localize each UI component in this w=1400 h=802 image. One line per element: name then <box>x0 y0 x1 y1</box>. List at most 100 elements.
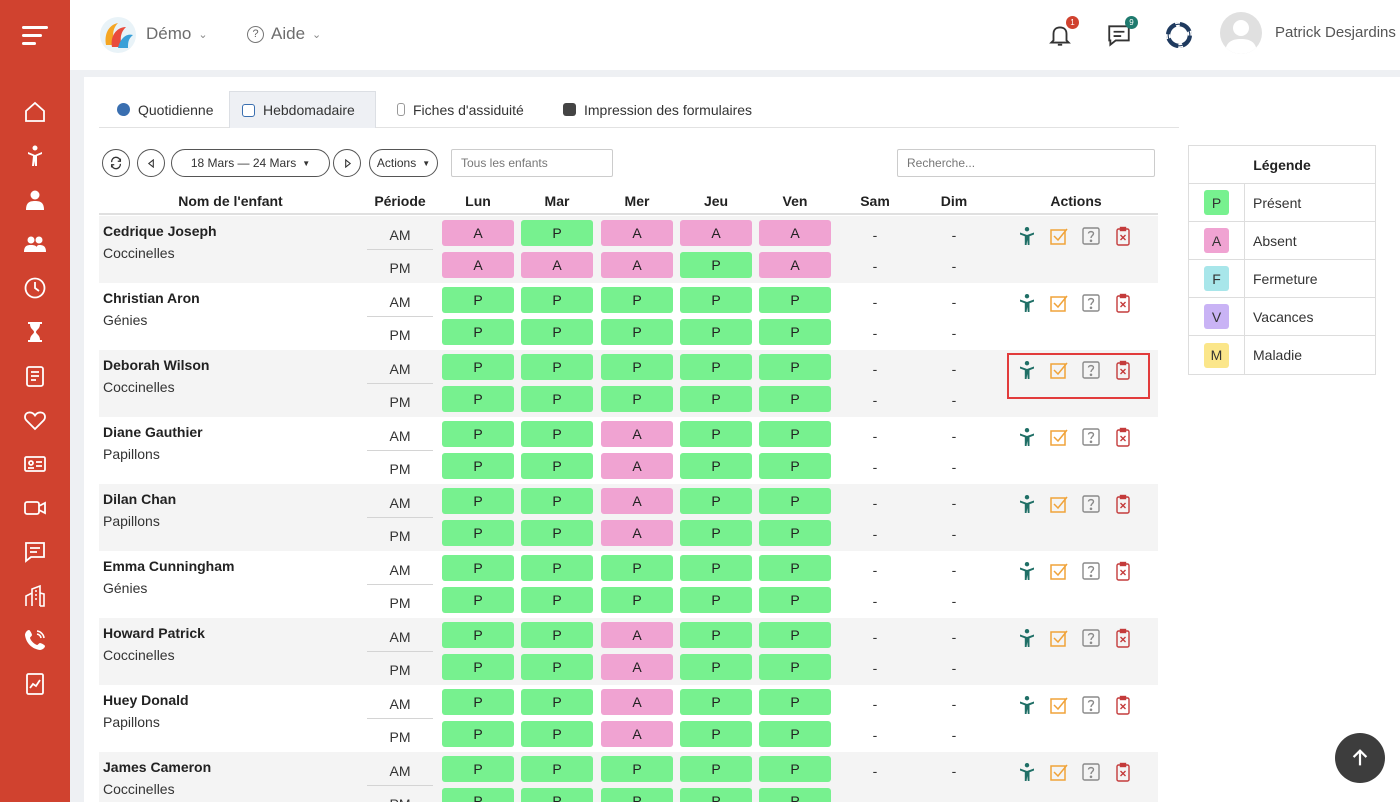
confirm-button[interactable] <box>1049 494 1069 514</box>
mark-absent-button[interactable] <box>1113 293 1133 313</box>
mark-absent-button[interactable] <box>1113 226 1133 246</box>
unknown-status-button[interactable] <box>1081 695 1101 715</box>
attendance-cell[interactable]: P <box>521 453 593 479</box>
logo-icon[interactable] <box>98 15 138 55</box>
attendance-cell[interactable]: P <box>680 287 752 313</box>
attendance-cell[interactable]: P <box>442 287 514 313</box>
parents-icon[interactable] <box>23 232 47 256</box>
mark-absent-button[interactable] <box>1113 695 1133 715</box>
attendance-cell[interactable]: P <box>521 721 593 747</box>
col-child-name[interactable]: Nom de l'enfant <box>178 193 283 209</box>
attendance-cell[interactable]: P <box>442 453 514 479</box>
attendance-cell[interactable]: A <box>601 654 673 680</box>
phone-icon[interactable] <box>23 628 47 652</box>
attendance-cell[interactable]: P <box>521 386 593 412</box>
mark-absent-button[interactable] <box>1113 628 1133 648</box>
demo-menu[interactable]: Démo ⌄ <box>146 24 208 44</box>
hourglass-icon[interactable] <box>23 320 47 344</box>
confirm-button[interactable] <box>1049 293 1069 313</box>
attendance-cell[interactable]: P <box>442 587 514 613</box>
confirm-button[interactable] <box>1049 695 1069 715</box>
child-name[interactable]: Diane Gauthier <box>103 424 203 440</box>
attendance-cell[interactable]: P <box>442 654 514 680</box>
attendance-cell[interactable]: P <box>442 421 514 447</box>
attendance-cell[interactable]: A <box>680 220 752 246</box>
attendance-cell[interactable]: P <box>759 756 831 782</box>
attendance-cell[interactable]: A <box>601 622 673 648</box>
child-name[interactable]: Deborah Wilson <box>103 357 210 373</box>
unknown-status-button[interactable] <box>1081 360 1101 380</box>
unknown-status-button[interactable] <box>1081 427 1101 447</box>
home-icon[interactable] <box>23 100 47 124</box>
mark-present-button[interactable] <box>1017 628 1037 648</box>
attendance-cell[interactable]: P <box>521 319 593 345</box>
attendance-cell[interactable]: P <box>442 622 514 648</box>
attendance-cell[interactable]: P <box>521 587 593 613</box>
mark-present-button[interactable] <box>1017 695 1037 715</box>
child-icon[interactable] <box>23 144 47 168</box>
search-input[interactable]: Recherche... <box>897 149 1155 177</box>
attendance-cell[interactable]: P <box>680 689 752 715</box>
confirm-button[interactable] <box>1049 628 1069 648</box>
attendance-cell[interactable]: P <box>521 488 593 514</box>
tab-daily[interactable]: Quotidienne <box>105 91 226 128</box>
actions-dropdown[interactable]: Actions ▼ <box>369 149 438 177</box>
help-menu[interactable]: ? Aide ⌄ <box>247 24 321 44</box>
attendance-cell[interactable]: A <box>601 689 673 715</box>
mark-present-button[interactable] <box>1017 427 1037 447</box>
attendance-cell[interactable]: A <box>521 252 593 278</box>
attendance-cell[interactable]: A <box>442 220 514 246</box>
unknown-status-button[interactable] <box>1081 762 1101 782</box>
forms-icon[interactable] <box>23 364 47 388</box>
attendance-cell[interactable]: P <box>759 689 831 715</box>
id-card-icon[interactable] <box>23 452 47 476</box>
unknown-status-button[interactable] <box>1081 494 1101 514</box>
attendance-cell[interactable]: P <box>759 354 831 380</box>
attendance-cell[interactable]: P <box>442 354 514 380</box>
attendance-cell[interactable]: P <box>521 689 593 715</box>
confirm-button[interactable] <box>1049 561 1069 581</box>
unknown-status-button[interactable] <box>1081 628 1101 648</box>
attendance-cell[interactable]: A <box>601 520 673 546</box>
unknown-status-button[interactable] <box>1081 561 1101 581</box>
attendance-cell[interactable]: P <box>680 520 752 546</box>
attendance-cell[interactable]: P <box>680 555 752 581</box>
child-name[interactable]: Howard Patrick <box>103 625 205 641</box>
mark-present-button[interactable] <box>1017 360 1037 380</box>
attendance-cell[interactable]: P <box>759 287 831 313</box>
attendance-cell[interactable]: P <box>521 421 593 447</box>
attendance-cell[interactable]: P <box>680 587 752 613</box>
attendance-cell[interactable]: A <box>601 488 673 514</box>
next-week-button[interactable] <box>333 149 361 177</box>
date-range-button[interactable]: 18 Mars — 24 Mars ▼ <box>171 149 330 177</box>
tab-print-forms[interactable]: Impression des formulaires <box>551 91 764 128</box>
child-name[interactable]: Cedrique Joseph <box>103 223 217 239</box>
attendance-cell[interactable]: P <box>680 453 752 479</box>
attendance-cell[interactable]: P <box>601 587 673 613</box>
unknown-status-button[interactable] <box>1081 226 1101 246</box>
child-name[interactable]: Dilan Chan <box>103 491 177 507</box>
video-icon[interactable] <box>23 496 47 520</box>
clock-icon[interactable] <box>23 276 47 300</box>
attendance-cell[interactable]: P <box>521 354 593 380</box>
attendance-cell[interactable]: P <box>601 287 673 313</box>
attendance-cell[interactable]: P <box>759 453 831 479</box>
mark-present-button[interactable] <box>1017 762 1037 782</box>
attendance-cell[interactable]: P <box>759 587 831 613</box>
attendance-cell[interactable]: P <box>680 654 752 680</box>
mark-absent-button[interactable] <box>1113 561 1133 581</box>
tab-weekly[interactable]: Hebdomadaire <box>229 91 376 128</box>
mark-present-button[interactable] <box>1017 494 1037 514</box>
refresh-button[interactable] <box>102 149 130 177</box>
tab-attendance-sheets[interactable]: Fiches d'assiduité <box>385 91 536 128</box>
attendance-cell[interactable]: P <box>521 622 593 648</box>
attendance-cell[interactable]: A <box>601 252 673 278</box>
attendance-cell[interactable]: P <box>442 520 514 546</box>
mark-present-button[interactable] <box>1017 226 1037 246</box>
attendance-cell[interactable]: P <box>601 386 673 412</box>
attendance-cell[interactable]: P <box>680 788 752 802</box>
confirm-button[interactable] <box>1049 427 1069 447</box>
child-name[interactable]: Emma Cunningham <box>103 558 235 574</box>
attendance-cell[interactable]: P <box>759 654 831 680</box>
attendance-cell[interactable]: P <box>521 520 593 546</box>
